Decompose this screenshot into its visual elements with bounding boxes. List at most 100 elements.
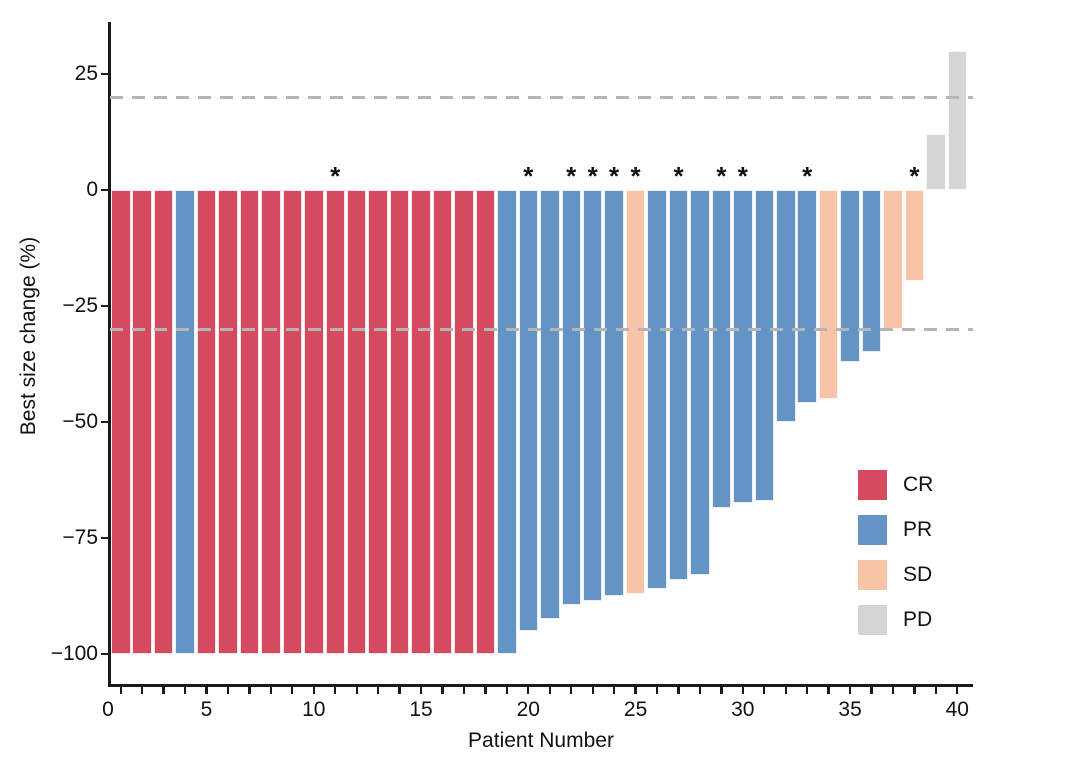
asterisk-marker-patient-11: * [330,161,341,191]
x-tick-20 [527,687,530,694]
bar-patient-7 [239,190,260,654]
x-tick-label-30: 30 [731,698,755,721]
x-tick-8 [269,687,273,694]
x-tick-3 [162,687,165,694]
bar-patient-17 [454,190,474,654]
x-tick-11 [334,687,337,694]
legend-item-sd: SD [858,560,978,590]
x-tick-31 [763,687,766,694]
asterisk-marker-patient-38: * [909,161,920,191]
bar-patient-27 [668,190,689,580]
bar-patient-10 [304,190,324,654]
y-tick-25 [100,72,108,76]
asterisk-marker-patient-27: * [673,161,684,191]
y-tick-label--25: −25 [62,293,98,317]
y-tick-label-0: 0 [86,178,98,201]
x-tick-label-15: 15 [409,698,433,721]
dashed-reference-line-plus20 [110,95,973,99]
bar-patient-40 [947,50,968,190]
x-tick-12 [355,687,358,694]
bar-patient-1 [111,190,131,654]
bar-patient-36 [861,190,882,353]
x-tick-37 [891,687,895,694]
bar-patient-33 [797,190,817,404]
y-axis-line [108,22,111,687]
x-tick-38 [913,687,916,694]
y-tick--75 [100,536,108,540]
x-tick-1 [119,687,122,694]
bar-patient-37 [883,190,903,330]
x-tick-13 [376,687,380,694]
bar-patient-4 [175,190,195,654]
y-tick-label-25: 25 [74,62,98,85]
x-tick-19 [505,687,509,694]
x-tick-34 [827,687,830,694]
x-tick-27 [677,687,680,694]
bar-patient-12 [346,190,367,654]
asterisk-marker-patient-29: * [716,161,727,191]
legend-label-sd: SD [903,563,933,586]
bar-patient-11 [325,190,345,654]
asterisk-marker-patient-20: * [523,161,534,191]
y-tick--100 [100,652,108,656]
x-tick-label-25: 25 [623,698,648,721]
x-tick-label-5: 5 [200,698,213,721]
bar-patient-30 [733,190,753,504]
x-tick-32 [784,687,787,694]
bar-patient-6 [218,190,238,654]
asterisk-marker-patient-24: * [609,161,620,191]
y-tick--50 [100,420,108,424]
x-tick-9 [291,687,294,694]
bar-patient-21 [540,190,560,620]
x-tick-6 [226,687,230,694]
asterisk-marker-patient-25: * [630,161,641,191]
bar-patient-28 [690,190,710,576]
bar-patient-2 [132,190,152,654]
x-tick-39 [934,687,938,694]
x-tick-label-20: 20 [516,698,540,721]
bar-patient-3 [153,190,174,654]
x-tick-26 [655,687,659,694]
bar-patient-22 [561,190,581,606]
bar-patient-13 [368,190,388,654]
y-tick-0 [100,188,108,192]
bar-patient-26 [647,190,667,589]
legend-item-cr: CR [858,470,978,500]
legend-label-pr: PR [903,518,933,541]
x-tick-7 [248,687,251,694]
x-tick-35 [848,687,852,694]
x-tick-21 [548,687,551,694]
y-axis-title: Best size change (%) [17,236,40,436]
x-tick-label-35: 35 [838,698,862,721]
y-tick-label--100: −100 [50,641,98,665]
bar-patient-23 [582,190,603,601]
legend-swatch-pd [858,605,887,635]
bar-patient-32 [776,190,796,422]
x-tick-label-0: 0 [102,698,114,721]
x-tick-4 [183,687,187,694]
bar-patient-19 [497,190,517,654]
x-tick-28 [698,687,702,694]
bar-patient-35 [840,190,860,362]
bar-patient-39 [926,134,946,190]
x-tick-14 [398,687,401,694]
x-tick-10 [312,687,315,694]
bar-patient-31 [754,190,774,501]
legend: CR PR SD PD [858,470,978,640]
bar-patient-34 [818,190,839,399]
x-axis-line [108,684,973,687]
y-tick-label--75: −75 [62,525,98,549]
legend-swatch-cr [858,470,887,500]
asterisk-marker-patient-22: * [566,161,577,191]
bar-patient-18 [475,190,496,654]
x-tick-5 [205,687,208,694]
legend-label-cr: CR [903,473,934,496]
x-tick-25 [634,687,637,694]
x-tick-40 [956,687,959,694]
bar-patient-24 [604,190,624,596]
bar-patient-15 [411,190,431,654]
x-tick-18 [484,687,487,694]
legend-item-pd: PD [858,605,978,635]
